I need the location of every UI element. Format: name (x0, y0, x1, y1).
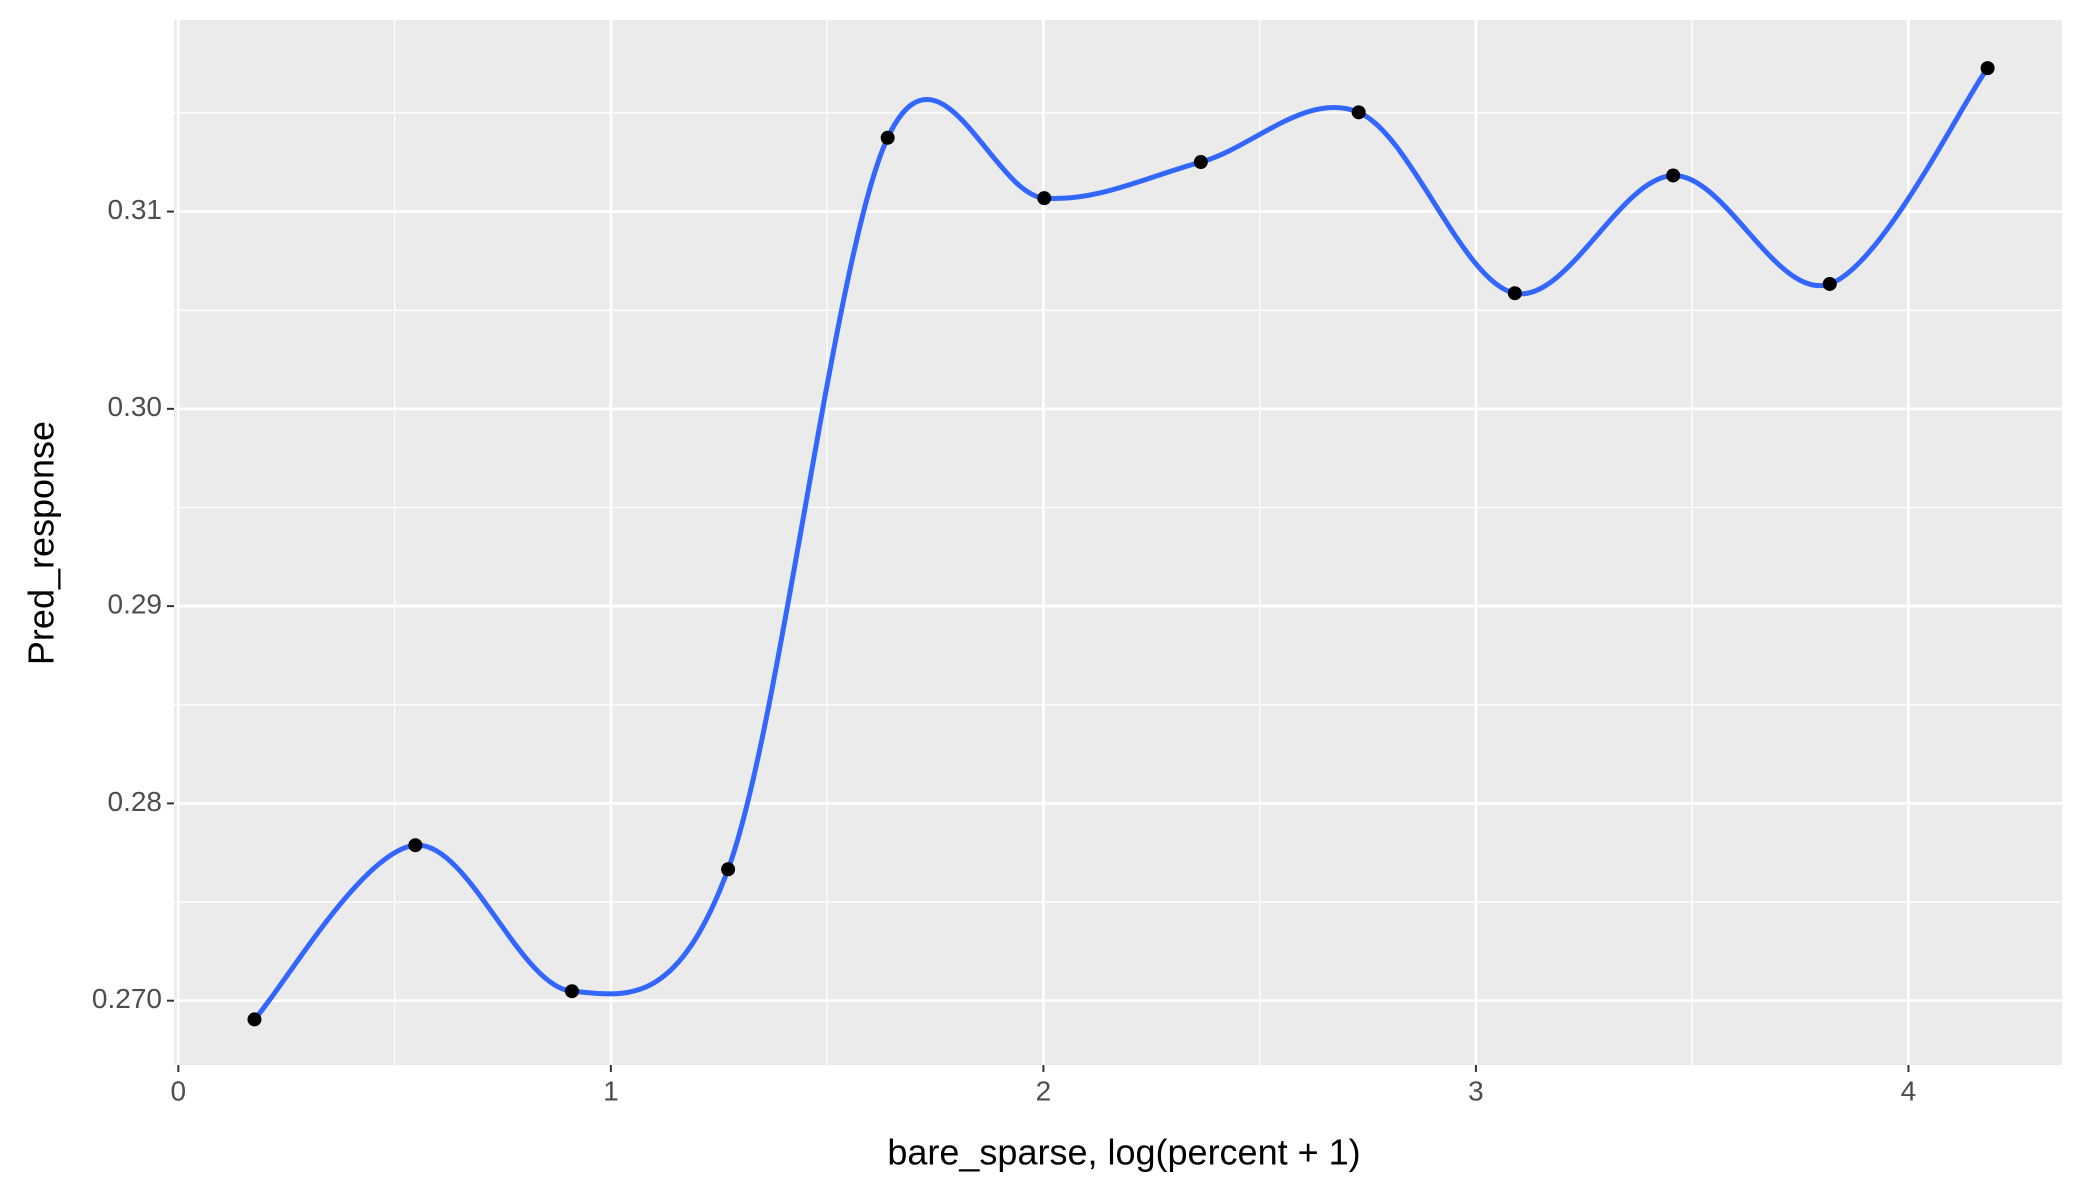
point (721, 862, 736, 877)
y-tick-label: 0.29 (108, 589, 163, 620)
point (1507, 286, 1522, 301)
y-tick-label: 0.28 (108, 786, 163, 817)
y-axis-title: Pred_response (21, 421, 62, 665)
y-tick-label: 0.30 (108, 391, 163, 422)
point (1351, 105, 1366, 120)
point (1193, 155, 1208, 170)
y-tick-label: 0.31 (108, 194, 163, 225)
x-tick-label: 3 (1468, 1075, 1484, 1106)
point (247, 1012, 262, 1027)
x-tick-label: 4 (1901, 1075, 1917, 1106)
x-tick-label: 1 (603, 1075, 619, 1106)
x-tick-label: 0 (171, 1075, 187, 1106)
x-axis-title: bare_sparse, log(percent + 1) (887, 1132, 1360, 1173)
x-tick-label: 2 (1036, 1075, 1052, 1106)
point (1980, 61, 1995, 76)
point (880, 130, 895, 145)
point (1822, 276, 1837, 291)
point (1037, 191, 1052, 206)
plot-panel (174, 20, 2062, 1065)
point (564, 984, 579, 999)
y-tick-label: 0.270 (92, 983, 162, 1014)
point (1666, 168, 1681, 183)
point (408, 838, 423, 853)
